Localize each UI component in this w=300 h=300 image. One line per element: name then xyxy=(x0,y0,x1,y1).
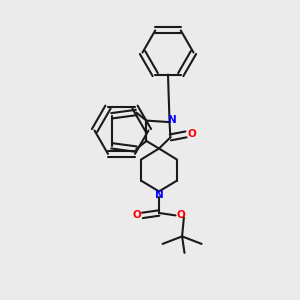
Text: O: O xyxy=(176,210,185,220)
Text: O: O xyxy=(133,210,142,220)
Text: O: O xyxy=(187,129,196,140)
Text: N: N xyxy=(168,115,177,125)
Text: N: N xyxy=(154,190,164,200)
